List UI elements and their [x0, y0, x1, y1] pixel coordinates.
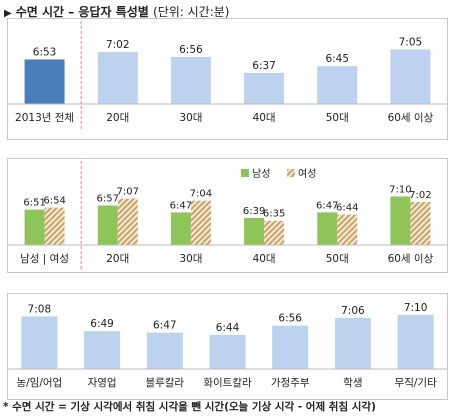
category-label: 농/임/어업: [16, 376, 62, 389]
data-label: 6:35: [263, 209, 285, 220]
bar-female: [44, 207, 65, 245]
data-label: 7:02: [106, 39, 130, 51]
data-label: 7:10: [389, 184, 411, 195]
category-label: 2013년 전체: [15, 112, 74, 124]
bar-male: [170, 212, 191, 245]
data-label: 7:08: [28, 303, 52, 315]
occupation-chart-panel: 7:08 농/임/어업 6:49 자영업 6:47 블루칼라 6:44 화이트칼라 6:56 가정…: [7, 293, 448, 400]
category-label: 30대: [179, 112, 202, 124]
legend-label: 남성: [252, 168, 270, 180]
bar-female: [264, 220, 285, 245]
data-label: 7:06: [341, 305, 365, 317]
category-label: 20대: [106, 112, 129, 124]
bar: [334, 317, 371, 369]
category-label: 50대: [326, 253, 349, 265]
data-label: 6:49: [90, 318, 114, 330]
data-label: 6:54: [43, 196, 65, 207]
category-label: 남성 | 여성: [20, 253, 69, 265]
data-label: 6:56: [179, 44, 203, 56]
bar: [397, 314, 434, 369]
triangle-bullet-icon: ▶: [4, 8, 12, 19]
bar: [146, 332, 183, 369]
data-label: 6:53: [33, 46, 57, 58]
bar-male: [390, 196, 411, 245]
age-bar-chart: 6:53 2013년 전체 7:02 20대 6:56 30대 6:37 40대 6:45 50대…: [8, 21, 447, 130]
data-label: 6:45: [325, 53, 349, 65]
age-chart-panel: 6:53 2013년 전체 7:02 20대 6:56 30대 6:37 40대 6:45 50대…: [7, 18, 448, 140]
data-label: 7:07: [117, 187, 139, 198]
title-text: 수면 시간 – 응답자 특성별: [15, 5, 149, 19]
category-label: 20대: [106, 253, 129, 265]
category-label: 화이트칼라: [203, 376, 252, 389]
bar-female: [410, 202, 431, 245]
occupation-bar-chart: 7:08 농/임/어업 6:49 자영업 6:47 블루칼라 6:44 화이트칼라 6:56 가정…: [8, 302, 447, 389]
data-label: 6:51: [23, 198, 45, 209]
category-label: 30대: [179, 253, 202, 265]
bar-female: [190, 200, 211, 245]
category-label: 60세 이상: [388, 112, 434, 124]
category-label: 40대: [253, 112, 276, 124]
bar-male: [244, 217, 265, 245]
data-label: 7:04: [190, 189, 212, 200]
bar: [84, 331, 121, 369]
bar: [170, 56, 211, 104]
legend-label: 여성: [298, 168, 316, 180]
category-label: 60세 이상: [388, 253, 434, 265]
data-label: 6:44: [336, 202, 358, 213]
data-label: 6:47: [153, 320, 177, 332]
data-label: 6:56: [278, 313, 302, 325]
bar-female: [117, 198, 138, 245]
legend-swatch-female: [287, 169, 295, 177]
data-label: 6:37: [252, 60, 276, 72]
category-label: 무직/기타: [395, 377, 438, 389]
bar: [209, 334, 246, 369]
data-label: 7:10: [404, 302, 428, 314]
data-label: 6:39: [243, 206, 265, 217]
data-label: 7:05: [399, 36, 423, 48]
bar-female: [337, 214, 358, 245]
bar: [97, 51, 138, 104]
bar: [24, 59, 65, 104]
data-label: 6:47: [316, 200, 338, 211]
category-label: 자영업: [88, 376, 117, 389]
unit-label: (단위: 시간:분): [153, 5, 230, 19]
category-label: 블루칼라: [145, 376, 184, 389]
bar: [21, 316, 58, 369]
legend-swatch-male: [241, 169, 249, 177]
data-label: 6:47: [170, 200, 192, 211]
bar: [390, 49, 431, 104]
data-label: 6:57: [97, 193, 119, 204]
category-label: 40대: [253, 253, 276, 265]
bar: [272, 325, 309, 369]
bar-male: [24, 209, 45, 245]
data-label: 6:44: [216, 322, 240, 334]
data-label: 7:02: [409, 190, 431, 201]
bar: [317, 66, 358, 104]
category-label: 학생: [343, 377, 362, 389]
bar-male: [97, 205, 118, 245]
category-label: 가정주부: [271, 377, 310, 389]
gender-chart-panel: 6:51 6:54 남성 | 여성 6:57 7:07 20대 6:47 7:04 30대 6:3…: [7, 158, 448, 273]
bar-male: [317, 212, 338, 245]
footnote: * 수면 시간 = 기상 시각에서 취침 시각을 뺀 시간(오늘 기상 시각 -…: [3, 401, 376, 413]
category-label: 50대: [326, 112, 349, 124]
chart-title: ▶ 수면 시간 – 응답자 특성별 (단위: 시간:분): [4, 3, 229, 20]
bar: [244, 72, 285, 104]
